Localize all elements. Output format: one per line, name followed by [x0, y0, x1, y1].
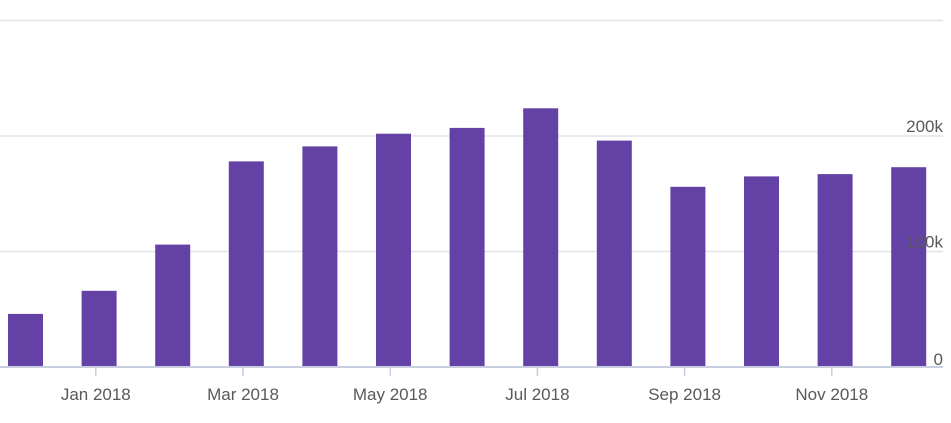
bar-layer — [8, 108, 927, 368]
bar-may-2018[interactable] — [376, 133, 411, 367]
bar-aug-2018[interactable] — [596, 140, 632, 367]
y-tick-label: 200k — [906, 117, 943, 136]
x-tick-label: Sep 2018 — [648, 385, 721, 404]
bar-dec-2017[interactable] — [8, 313, 43, 367]
bar-sep-2018[interactable] — [670, 186, 706, 367]
bar-apr-2018[interactable] — [302, 146, 338, 367]
bar-feb-2018[interactable] — [155, 244, 191, 367]
axis-layer — [0, 366, 943, 376]
bar-oct-2018[interactable] — [744, 176, 779, 367]
bar-jun-2018[interactable] — [449, 127, 485, 368]
bar-jul-2018[interactable] — [523, 108, 559, 368]
bar-mar-2018[interactable] — [228, 161, 264, 367]
bar-nov-2018[interactable] — [817, 174, 853, 367]
x-tick-label: Mar 2018 — [207, 385, 279, 404]
bar-dec-2018[interactable] — [891, 167, 927, 367]
bar-jan-2018[interactable] — [81, 290, 117, 367]
label-layer: Jan 2018 Mar 2018 May 2018 Jul 2018 Sep 2018… — [61, 117, 944, 404]
y-tick-label: 0 — [934, 350, 943, 369]
x-tick-label: Jul 2018 — [505, 385, 569, 404]
x-tick-label: Nov 2018 — [795, 385, 868, 404]
x-tick-label: May 2018 — [353, 385, 428, 404]
x-tick-label: Jan 2018 — [61, 385, 131, 404]
y-tick-label: 100k — [906, 233, 943, 252]
